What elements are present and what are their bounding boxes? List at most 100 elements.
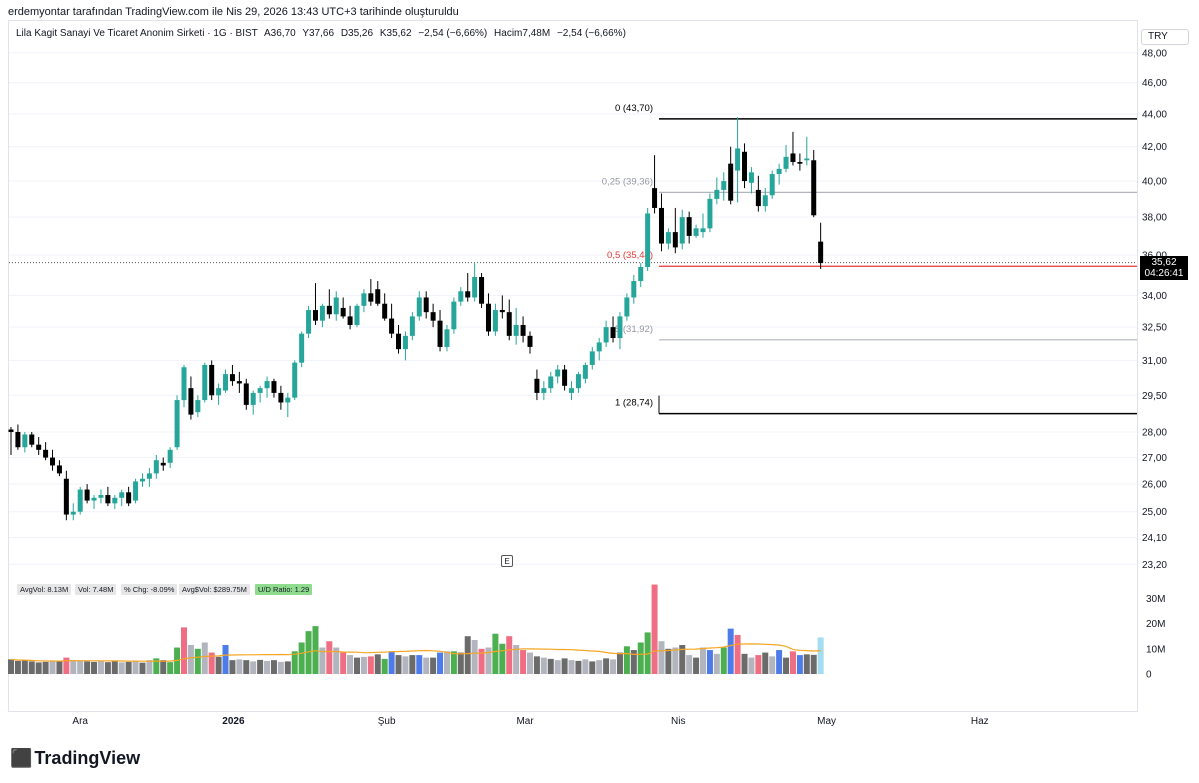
- price-tick-label: 46,00: [1142, 78, 1167, 89]
- volume-bar: [513, 645, 520, 674]
- fib-level-label: 5 (31,92): [615, 324, 653, 335]
- volume-bar: [734, 634, 741, 674]
- candle-body: [665, 232, 671, 244]
- volume-bar: [520, 650, 527, 674]
- candle: [340, 297, 346, 319]
- volume-bar: [527, 652, 533, 674]
- last-price-label: 35,62 04:26:41: [1140, 256, 1188, 280]
- candle-body: [43, 449, 49, 458]
- volume-bar: [810, 654, 817, 674]
- candle-body: [36, 444, 42, 450]
- candle: [63, 470, 69, 521]
- volume-bar: [125, 661, 132, 674]
- candle: [36, 437, 42, 455]
- candle-body: [520, 324, 526, 336]
- volume-bar: [139, 662, 146, 674]
- candle-body: [423, 297, 429, 313]
- candle-body: [271, 381, 277, 393]
- candle-body: [146, 473, 152, 479]
- candle-body: [319, 305, 325, 321]
- candlestick-series: [8, 117, 824, 521]
- volume-bar: [575, 660, 582, 674]
- candle: [112, 495, 118, 509]
- candle: [728, 146, 734, 205]
- volume-bar: [589, 661, 596, 674]
- candle-body: [278, 392, 284, 403]
- candle: [299, 331, 305, 368]
- volume-bar: [789, 651, 796, 674]
- candle-body: [748, 172, 754, 183]
- volume-bar: [755, 655, 762, 674]
- volume-bar: [132, 661, 139, 674]
- candle: [797, 153, 803, 171]
- candle-body: [209, 364, 215, 396]
- volume-bar: [492, 633, 499, 674]
- volume-bar: [97, 660, 104, 674]
- tradingview-logo[interactable]: ⬛ TradingView: [10, 748, 140, 769]
- volume-bar: [201, 642, 208, 674]
- volume-bar: [70, 660, 77, 674]
- volume-bar: [42, 661, 49, 674]
- price-tick-label: 29,50: [1142, 391, 1167, 402]
- volume-bar: [748, 657, 755, 674]
- candle: [382, 293, 388, 321]
- currency-selector[interactable]: TRY: [1141, 29, 1189, 45]
- candle: [506, 299, 512, 341]
- volume-bar: [181, 627, 187, 674]
- candle: [541, 381, 547, 401]
- candle: [693, 224, 699, 238]
- candle-body: [195, 400, 201, 413]
- candle-body: [458, 291, 464, 302]
- candle: [776, 163, 782, 185]
- candle-body: [589, 351, 595, 365]
- candle: [451, 297, 457, 334]
- candle: [389, 303, 395, 339]
- candle: [582, 362, 588, 384]
- avg-volume-line: [10, 643, 821, 662]
- candle: [485, 293, 491, 336]
- symbol-name[interactable]: Lila Kagit Sanayi Ve Ticaret Anonim Sirk…: [16, 28, 258, 39]
- candle: [437, 310, 443, 352]
- candle-body: [139, 478, 145, 482]
- volume-bar: [658, 641, 665, 674]
- candle: [783, 145, 789, 173]
- candle: [126, 486, 132, 507]
- volume-change: −2,54 (−6,66%): [556, 28, 626, 39]
- candle-body: [292, 362, 298, 398]
- grid: [9, 52, 1137, 565]
- candle: [43, 442, 49, 461]
- volume-bar: [91, 661, 98, 674]
- candle: [375, 281, 381, 306]
- price-tick-label: 42,00: [1142, 142, 1167, 153]
- volume-bar: [243, 660, 250, 674]
- candle-body: [409, 316, 415, 336]
- candle-body: [811, 160, 817, 216]
- candle-body: [223, 374, 229, 391]
- candle: [250, 390, 256, 415]
- candle: [98, 489, 104, 504]
- candle: [264, 376, 270, 398]
- candle: [527, 331, 533, 354]
- price-tick-label: 32,50: [1142, 323, 1167, 334]
- volume-bar: [623, 646, 630, 674]
- volume-bar: [284, 661, 291, 674]
- volume-bar: [312, 626, 319, 674]
- candle: [368, 279, 374, 306]
- volume-bar: [637, 642, 644, 674]
- candle-body: [160, 462, 166, 466]
- candle-body: [541, 388, 547, 393]
- avg-vol-indicator: AvgVol: 8.13M: [17, 584, 72, 595]
- candle: [748, 167, 754, 194]
- volume-bar: [533, 656, 540, 674]
- volume-bar: [679, 645, 686, 674]
- pct-chg-indicator: % Chg: -8.09%: [121, 584, 178, 595]
- candle-body: [416, 297, 422, 317]
- volume-bar: [409, 655, 416, 674]
- fib-level-label: 0,5 (35,44): [607, 250, 653, 261]
- volume-bar: [547, 658, 554, 674]
- earnings-event-badge[interactable]: E: [501, 555, 513, 567]
- candle: [91, 495, 97, 509]
- candle: [589, 346, 595, 370]
- vol-indicator: Vol: 7.48M: [75, 584, 117, 595]
